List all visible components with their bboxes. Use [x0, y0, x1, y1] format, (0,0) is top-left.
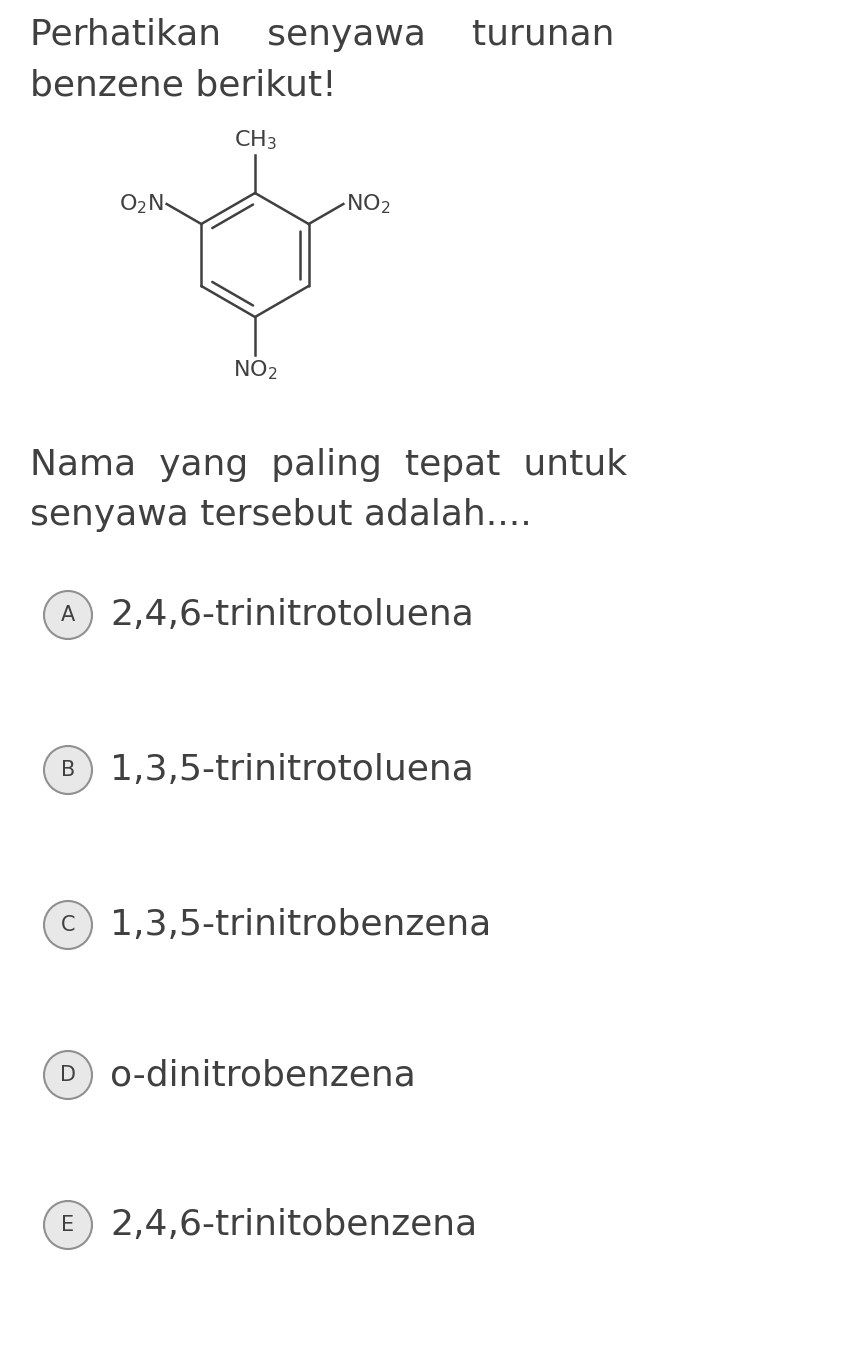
- Text: B: B: [61, 760, 76, 779]
- Circle shape: [44, 591, 92, 639]
- Text: NO$_2$: NO$_2$: [233, 358, 277, 382]
- Text: 1,3,5-trinitrotoluena: 1,3,5-trinitrotoluena: [110, 753, 474, 788]
- Text: senyawa tersebut adalah....: senyawa tersebut adalah....: [30, 498, 532, 532]
- Circle shape: [44, 1201, 92, 1249]
- Text: A: A: [61, 605, 76, 625]
- Text: NO$_2$: NO$_2$: [347, 192, 391, 216]
- Text: 2,4,6-trinitrotoluena: 2,4,6-trinitrotoluena: [110, 598, 474, 632]
- Circle shape: [44, 1051, 92, 1099]
- Circle shape: [44, 747, 92, 794]
- Text: o-dinitrobenzena: o-dinitrobenzena: [110, 1058, 416, 1092]
- Text: CH$_3$: CH$_3$: [233, 128, 276, 152]
- Text: E: E: [62, 1215, 75, 1235]
- Text: Nama  yang  paling  tepat  untuk: Nama yang paling tepat untuk: [30, 448, 627, 482]
- Text: O$_2$N: O$_2$N: [119, 192, 164, 216]
- Text: D: D: [60, 1065, 76, 1085]
- Text: benzene berikut!: benzene berikut!: [30, 68, 336, 102]
- Text: 1,3,5-trinitrobenzena: 1,3,5-trinitrobenzena: [110, 908, 492, 942]
- Text: Perhatikan    senyawa    turunan: Perhatikan senyawa turunan: [30, 18, 614, 52]
- Text: 2,4,6-trinitobenzena: 2,4,6-trinitobenzena: [110, 1208, 477, 1242]
- Circle shape: [44, 901, 92, 949]
- Text: C: C: [61, 915, 76, 935]
